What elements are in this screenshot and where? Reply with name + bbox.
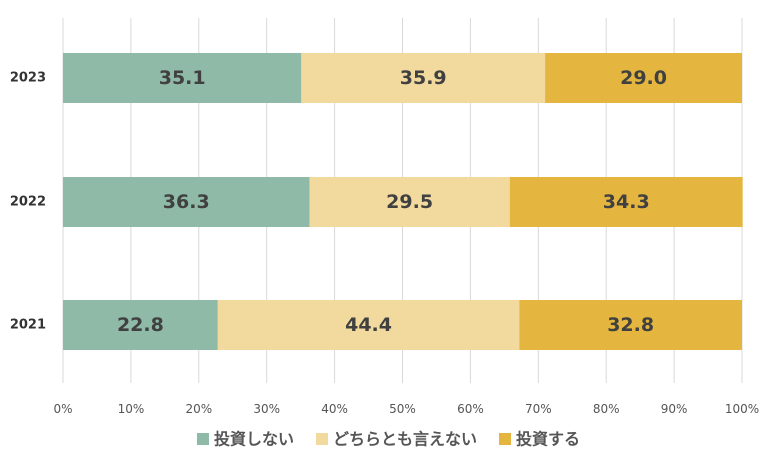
x-tick-label-8: 80% <box>593 402 620 416</box>
bar-segment-2022-0 <box>63 177 310 227</box>
bar-segment-2022-2 <box>509 177 743 227</box>
x-tick-label-4: 40% <box>321 402 348 416</box>
x-tick-label-10: 100% <box>725 402 759 416</box>
data-label-2021-2: 32.8 <box>607 314 654 336</box>
legend-swatch-2 <box>499 433 512 445</box>
bar-segment-2023-0 <box>63 53 302 103</box>
bar-segment-2023-2 <box>545 53 742 103</box>
data-label-2022-2: 34.3 <box>603 191 650 213</box>
category-label-2021: 2021 <box>10 318 46 333</box>
bar-segment-2021-1 <box>217 300 520 350</box>
legend-swatch-0 <box>196 433 209 445</box>
data-label-2022-0: 36.3 <box>163 191 210 213</box>
data-label-2023-2: 29.0 <box>620 67 667 89</box>
category-label-2023: 2023 <box>10 71 46 86</box>
x-tick-label-3: 30% <box>253 402 280 416</box>
legend-swatch-1 <box>315 433 328 445</box>
data-label-2023-1: 35.9 <box>400 67 447 89</box>
data-label-2023-0: 35.1 <box>159 67 206 89</box>
category-label-2022: 2022 <box>10 195 46 210</box>
x-tick-label-2: 20% <box>185 402 212 416</box>
x-tick-label-7: 70% <box>525 402 552 416</box>
x-tick-label-0: 0% <box>53 402 72 416</box>
bar-segment-2022-1 <box>309 177 510 227</box>
legend-label-2: 投資する <box>516 430 580 449</box>
bar-segment-2023-1 <box>301 53 546 103</box>
data-label-2022-1: 29.5 <box>386 191 433 213</box>
x-tick-label-1: 10% <box>118 402 145 416</box>
bar-segment-2021-2 <box>519 300 742 350</box>
legend-label-1: どちらとも言えない <box>333 430 477 449</box>
data-label-2021-0: 22.8 <box>117 314 164 336</box>
x-tick-label-5: 50% <box>389 402 416 416</box>
x-tick-label-9: 90% <box>661 402 688 416</box>
bar-segment-2021-0 <box>63 300 218 350</box>
legend-label-0: 投資しない <box>214 430 294 449</box>
x-tick-label-6: 60% <box>457 402 484 416</box>
data-label-2021-1: 44.4 <box>345 314 392 336</box>
